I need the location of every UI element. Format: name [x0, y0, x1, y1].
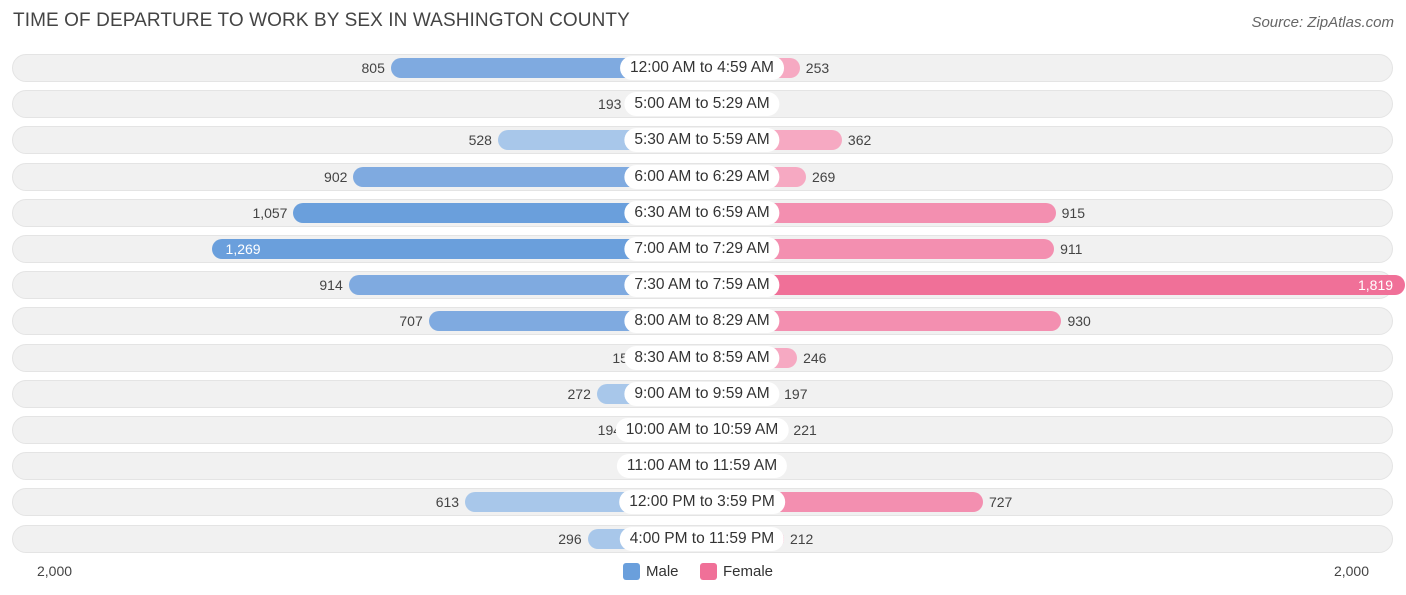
value-label-female: 362 [847, 132, 872, 149]
value-label-female: 915 [1061, 204, 1085, 221]
value-label-male: 805 [361, 60, 385, 76]
value-label-female: 246 [803, 349, 827, 366]
bar-male[interactable] [293, 202, 702, 223]
bar-female[interactable] [702, 275, 1406, 296]
axis-label-right: 2,000 [1333, 563, 1369, 579]
category-label: 5:00 AM to 5:29 AM [624, 92, 780, 117]
bar-female[interactable] [702, 311, 1062, 332]
value-label-male: 914 [319, 277, 343, 294]
value-label-male: 296 [558, 530, 582, 547]
bar-male[interactable] [348, 275, 702, 296]
value-label-female: 221 [793, 422, 817, 438]
value-label-female: 269 [811, 168, 836, 185]
value-label-female: 1,819 [1358, 277, 1394, 294]
value-label-male: 1,269 [225, 241, 261, 257]
value-label-female: 911 [1060, 241, 1083, 257]
value-label-male: 613 [435, 494, 460, 511]
bar-female[interactable] [702, 239, 1055, 259]
category-label: 6:00 AM to 6:29 AM [624, 164, 780, 189]
bar-male[interactable] [353, 166, 702, 187]
category-label: 8:30 AM to 8:59 AM [624, 345, 780, 370]
value-label-male: 193 [598, 96, 622, 113]
value-label-male: 272 [567, 385, 591, 402]
legend-label-female: Female [723, 562, 774, 580]
value-label-female: 212 [789, 530, 814, 547]
value-label-female: 727 [988, 494, 1013, 511]
value-label-male: 194 [597, 422, 622, 438]
category-label: 7:30 AM to 7:59 AM [624, 273, 780, 298]
value-label-female: 253 [805, 60, 830, 76]
category-label: 9:00 AM to 9:59 AM [624, 381, 780, 406]
category-label: 5:30 AM to 5:59 AM [624, 128, 780, 153]
chart-title: TIME OF DEPARTURE TO WORK BY SEX IN WASH… [13, 10, 630, 31]
value-label-male: 528 [468, 132, 492, 149]
source-note: Source: ZipAtlas.com [1251, 14, 1394, 31]
bar-female[interactable] [702, 202, 1056, 223]
category-label: 12:00 PM to 3:59 PM [619, 490, 785, 515]
category-label: 12:00 AM to 4:59 AM [620, 56, 784, 80]
value-label-male: 707 [399, 313, 423, 330]
value-label-male: 902 [324, 168, 348, 185]
category-label: 11:00 AM to 11:59 AM [616, 454, 788, 479]
axis-label-left: 2,000 [37, 563, 73, 579]
category-label: 8:00 AM to 8:29 AM [624, 309, 780, 334]
category-label: 7:00 AM to 7:29 AM [624, 237, 780, 261]
legend-swatch-male [623, 562, 640, 580]
category-label: 10:00 AM to 10:59 AM [615, 418, 789, 442]
legend-label-male: Male [646, 562, 679, 580]
legend-item-male[interactable]: Male [623, 561, 679, 581]
bar-male[interactable] [211, 239, 702, 259]
value-label-female: 930 [1067, 313, 1091, 330]
category-label: 6:30 AM to 6:59 AM [624, 200, 780, 225]
legend: Male Female [0, 561, 1406, 581]
category-label: 4:00 PM to 11:59 PM [619, 526, 785, 551]
value-label-female: 197 [784, 385, 808, 402]
legend-swatch-female [700, 562, 717, 580]
legend-item-female[interactable]: Female [700, 561, 773, 581]
value-label-male: 1,057 [252, 204, 288, 221]
